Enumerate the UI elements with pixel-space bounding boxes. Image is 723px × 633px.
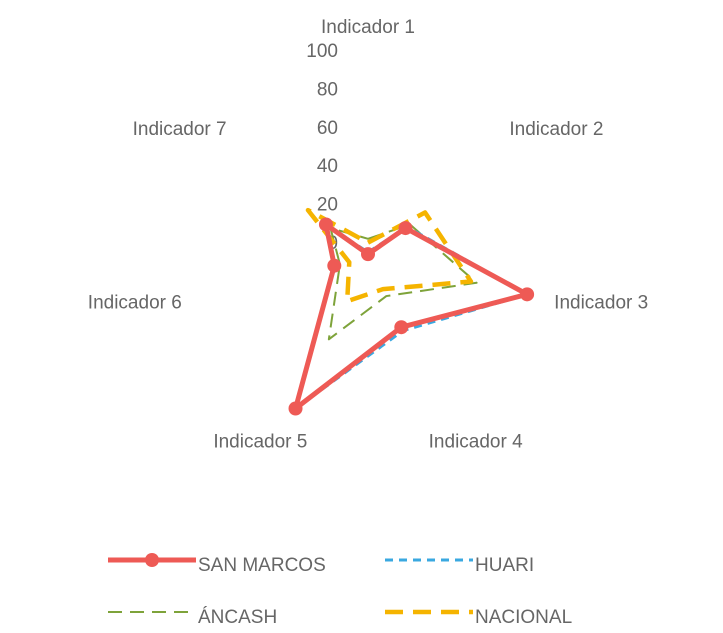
series-marker [288,401,303,416]
axis-label: Indicador 2 [509,119,603,140]
legend-label: ÁNCASH [198,607,277,628]
legend-label: HUARI [475,555,534,576]
series-line [327,223,478,341]
axis-label: Indicador 3 [554,293,648,314]
axis-label: Indicador 7 [133,119,227,140]
axis-label: Indicador 6 [88,293,182,314]
legend-label: SAN MARCOS [198,555,326,576]
axis-label: Indicador 1 [321,17,415,38]
axis-label: Indicador 5 [213,432,307,453]
legend-label: NACIONAL [475,607,572,628]
series-marker [361,247,375,262]
series-marker [327,258,342,273]
y-tick-label: 100 [306,41,338,62]
legend-marker [145,553,159,567]
series-marker [398,221,413,236]
series-line [293,221,530,411]
series-marker [520,287,535,302]
y-tick-label: 40 [317,156,338,177]
series-marker [318,217,333,232]
y-tick-label: 60 [317,118,338,139]
y-tick-label: 20 [317,195,338,216]
axis-label: Indicador 4 [429,432,523,453]
y-tick-label: 80 [317,79,338,100]
series-marker [394,320,409,335]
series-line [305,207,474,304]
